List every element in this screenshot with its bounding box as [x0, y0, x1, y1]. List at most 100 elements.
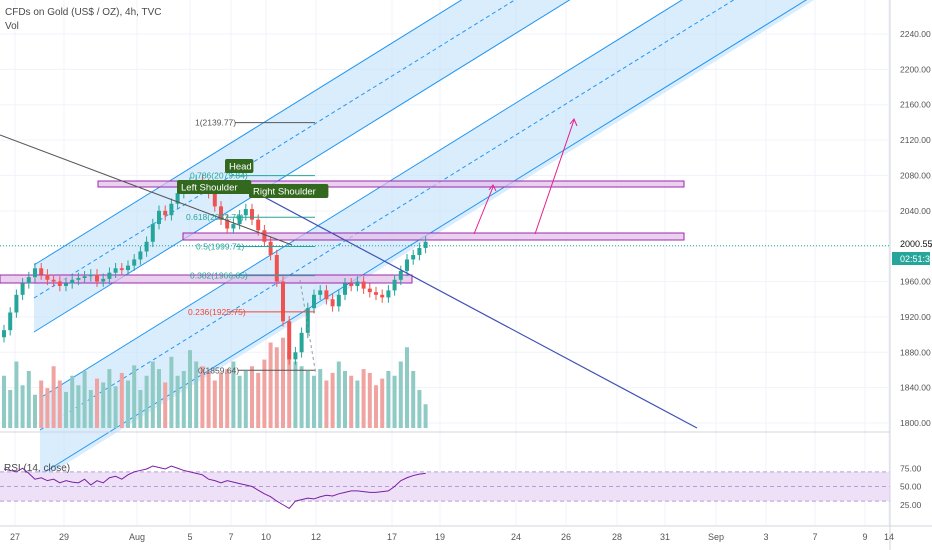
projection-arrow — [473, 186, 494, 235]
candle — [256, 219, 261, 231]
volume-bar — [398, 361, 403, 428]
neckline-projection — [237, 182, 698, 429]
volume-bar — [336, 361, 341, 428]
candle — [132, 259, 137, 266]
candle — [330, 299, 335, 307]
rsi-tick-label: 75.00 — [900, 463, 922, 473]
x-tick-label: 24 — [511, 532, 521, 542]
pattern-label: Right Shoulder — [253, 187, 316, 198]
countdown-badge-bg — [892, 252, 930, 265]
candle — [157, 210, 161, 225]
volume-bar — [163, 382, 168, 428]
chart-legend: CFDs on Gold (US$ / OZ), 4h, TVC Vol — [5, 6, 162, 34]
y-tick-label: 2240.00 — [900, 29, 931, 39]
candle — [45, 274, 50, 280]
x-tick-label: 29 — [59, 532, 69, 542]
x-tick-label: 12 — [311, 532, 321, 542]
x-tick-label: 27 — [10, 532, 20, 542]
volume-bar — [8, 390, 13, 428]
volume-bar — [101, 382, 106, 428]
candle — [33, 268, 37, 278]
rsi-pane — [0, 431, 890, 510]
candle — [39, 268, 44, 275]
volume-bar — [274, 347, 279, 428]
candle — [64, 283, 68, 286]
y-tick-label: 1840.00 — [900, 383, 931, 393]
volume-bar — [423, 404, 428, 428]
candle — [299, 332, 304, 353]
volume-bar — [237, 375, 242, 428]
x-tick-label: 17 — [387, 532, 397, 542]
volume-bar — [64, 391, 68, 428]
x-tick-label: 7 — [228, 532, 233, 542]
pattern-label: Head — [229, 162, 252, 173]
rsi-tick-label: 50.00 — [900, 482, 922, 492]
volume-bar — [374, 385, 378, 428]
fib-label: 0.382(1966.65) — [190, 271, 248, 281]
x-tick-label: Aug — [129, 532, 145, 542]
candle — [225, 219, 230, 229]
candle — [250, 209, 254, 220]
resistance-zones — [0, 180, 685, 284]
candle — [355, 281, 360, 286]
volume-bar — [126, 380, 130, 428]
pattern-label-bg — [177, 180, 252, 194]
candle — [175, 193, 180, 204]
pattern-label: Left Shoulder — [181, 183, 238, 194]
x-tick-label: 5 — [187, 532, 192, 542]
candle — [386, 290, 391, 298]
candle — [95, 274, 99, 282]
candle — [411, 255, 416, 260]
volume-bar — [132, 365, 137, 428]
descending-trendline — [0, 134, 293, 246]
x-tick-label: Sep — [708, 532, 724, 542]
volume-bar — [367, 372, 372, 428]
candle — [398, 270, 403, 280]
volume-bar — [262, 359, 267, 428]
y-tick-label: 1800.00 — [900, 418, 931, 428]
volume-bar — [219, 372, 223, 428]
volume-bar — [268, 342, 273, 428]
volume-bar — [287, 352, 292, 428]
rsi-legend: RSI (14, close) — [4, 463, 71, 474]
x-tick-label: 19 — [435, 532, 445, 542]
candle — [349, 283, 354, 286]
x-tick-label: 26 — [561, 532, 571, 542]
candle — [324, 290, 329, 300]
volume-bar — [39, 380, 44, 428]
volume-bar — [150, 361, 155, 428]
channel-line — [33, 0, 463, 266]
volume-bar — [95, 378, 99, 428]
candle — [336, 294, 341, 307]
x-tick-label: 31 — [660, 532, 670, 542]
candle — [343, 283, 347, 295]
volume-bar — [33, 394, 37, 428]
x-tick-label: 10 — [261, 532, 271, 542]
fib-label: 0.786(2079.84) — [190, 171, 248, 181]
volume-bar — [212, 380, 217, 428]
candle — [374, 292, 378, 295]
candles[interactable] — [2, 174, 428, 365]
chart-title: CFDs on Gold (US$ / OZ), 4h, TVC — [5, 7, 162, 18]
y-tick-label: 2040.00 — [900, 206, 931, 216]
volume-bar — [57, 380, 62, 428]
volume-bar — [14, 361, 19, 428]
candle — [76, 278, 81, 280]
x-tick-label: 3 — [763, 532, 768, 542]
pattern-label-bg — [249, 184, 329, 198]
candle — [312, 294, 316, 309]
volume-bar — [200, 366, 205, 428]
arrowhead — [488, 184, 497, 192]
channel-line — [33, 0, 571, 333]
volume-bar — [2, 375, 6, 428]
channel-median-line — [39, 0, 735, 431]
fib-label: 0.5(1999.71) — [196, 241, 244, 251]
volume-bar — [281, 337, 285, 428]
candle — [8, 312, 13, 331]
volume-bar — [361, 369, 366, 428]
rsi-tick-label: 25.00 — [900, 500, 922, 510]
volume-bar — [76, 385, 81, 428]
